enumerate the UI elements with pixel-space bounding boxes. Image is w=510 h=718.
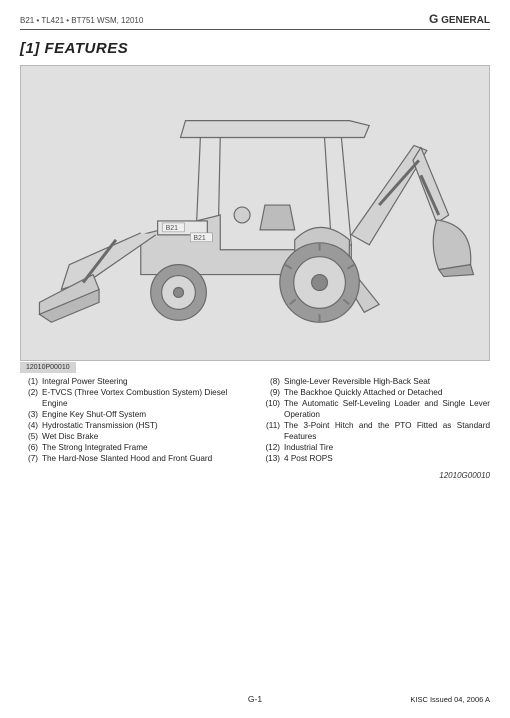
feature-col-left: (1)Integral Power Steering(2)E-TVCS (Thr… xyxy=(20,376,248,465)
feature-text: The Automatic Self-Leveling Loader and S… xyxy=(284,398,490,420)
feature-number: (7) xyxy=(20,453,42,464)
feature-text: Wet Disc Brake xyxy=(42,431,248,442)
page-header: B21 • TL421 • BT751 WSM, 12010 G GENERAL xyxy=(20,12,490,30)
feature-number: (11) xyxy=(262,420,284,442)
feature-number: (5) xyxy=(20,431,42,442)
feature-item: (1)Integral Power Steering xyxy=(20,376,248,387)
feature-text: 4 Post ROPS xyxy=(284,453,490,464)
feature-item: (5)Wet Disc Brake xyxy=(20,431,248,442)
feature-item: (10)The Automatic Self-Leveling Loader a… xyxy=(262,398,490,420)
feature-number: (13) xyxy=(262,453,284,464)
feature-number: (8) xyxy=(262,376,284,387)
feature-item: (12)Industrial Tire xyxy=(262,442,490,453)
feature-item: (4)Hydrostatic Transmission (HST) xyxy=(20,420,248,431)
model-line: B21 • TL421 • BT751 WSM, 12010 xyxy=(20,16,143,25)
feature-text: The 3-Point Hitch and the PTO Fitted as … xyxy=(284,420,490,442)
reference-id: 12010G00010 xyxy=(20,471,490,480)
section-title: [1] FEATURES xyxy=(20,40,490,57)
feature-text: The Strong Integrated Frame xyxy=(42,442,248,453)
feature-text: Single-Lever Reversible High-Back Seat xyxy=(284,376,490,387)
feature-text: The Backhoe Quickly Attached or Detached xyxy=(284,387,490,398)
feature-number: (10) xyxy=(262,398,284,420)
feature-item: (13)4 Post ROPS xyxy=(262,453,490,464)
feature-number: (2) xyxy=(20,387,42,409)
feature-number: (4) xyxy=(20,420,42,431)
feature-number: (3) xyxy=(20,409,42,420)
feature-item: (9)The Backhoe Quickly Attached or Detac… xyxy=(262,387,490,398)
figure-id-label: 12010P00010 xyxy=(20,362,76,373)
feature-text: Hydrostatic Transmission (HST) xyxy=(42,420,248,431)
issued-line: KISC Issued 04, 2006 A xyxy=(410,695,490,704)
feature-col-right: (8)Single-Lever Reversible High-Back Sea… xyxy=(262,376,490,465)
feature-item: (11)The 3-Point Hitch and the PTO Fitted… xyxy=(262,420,490,442)
feature-number: (6) xyxy=(20,442,42,453)
feature-text: Integral Power Steering xyxy=(42,376,248,387)
feature-text: E-TVCS (Three Vortex Combustion System) … xyxy=(42,387,248,409)
section-label: G GENERAL xyxy=(429,12,490,26)
feature-number: (1) xyxy=(20,376,42,387)
tractor-illustration: B21 B21 xyxy=(21,66,489,360)
feature-text: Industrial Tire xyxy=(284,442,490,453)
feature-text: Engine Key Shut-Off System xyxy=(42,409,248,420)
feature-item: (3)Engine Key Shut-Off System xyxy=(20,409,248,420)
model-badge-2: B21 xyxy=(193,235,205,242)
feature-item: (7)The Hard-Nose Slanted Hood and Front … xyxy=(20,453,248,464)
feature-number: (12) xyxy=(262,442,284,453)
feature-item: (6)The Strong Integrated Frame xyxy=(20,442,248,453)
feature-item: (8)Single-Lever Reversible High-Back Sea… xyxy=(262,376,490,387)
feature-item: (2)E-TVCS (Three Vortex Combustion Syste… xyxy=(20,387,248,409)
model-badge-1: B21 xyxy=(166,225,178,232)
feature-columns: (1)Integral Power Steering(2)E-TVCS (Thr… xyxy=(20,376,490,465)
feature-text: The Hard-Nose Slanted Hood and Front Gua… xyxy=(42,453,248,464)
tractor-figure: B21 B21 xyxy=(20,65,490,361)
feature-number: (9) xyxy=(262,387,284,398)
